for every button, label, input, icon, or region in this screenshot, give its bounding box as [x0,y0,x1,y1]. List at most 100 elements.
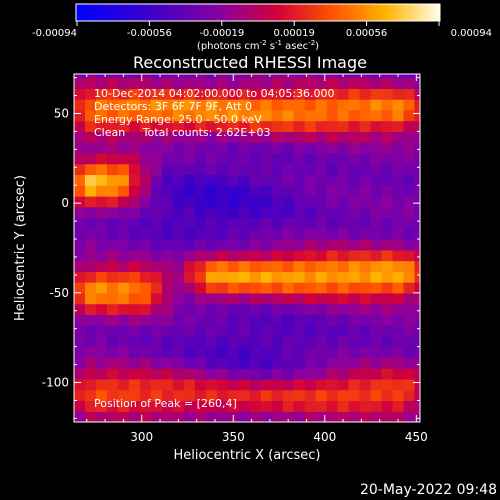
heatmap-cell [403,185,416,197]
heatmap-cell [117,346,130,359]
heatmap-cell [337,400,350,412]
heatmap-cell [194,217,207,229]
heatmap-cell [392,260,405,272]
heatmap-cell [205,357,218,369]
heatmap-cell [74,206,86,219]
heatmap-cell [139,239,152,251]
heatmap-cell [74,77,86,89]
heatmap-cell [216,77,229,89]
heatmap-cell [161,195,174,208]
y-tick-label: 0 [61,196,69,210]
heatmap-cell [392,217,405,229]
heatmap-cell [403,346,416,359]
heatmap-cell [326,185,339,197]
heatmap-cell [304,131,317,143]
heatmap-cell [128,314,141,326]
heatmap-cell [326,389,339,402]
heatmap-cell [282,109,295,122]
heatmap-cell [183,249,196,262]
heatmap-cell [74,314,86,326]
heatmap-cell [381,88,394,100]
heatmap-cell [150,206,163,219]
heatmap-cell [117,357,130,369]
heatmap-cell [282,314,295,326]
heatmap-cell [370,163,383,176]
heatmap-cell [238,292,251,305]
heatmap-cell [84,195,97,208]
heatmap-cell [304,163,317,176]
heatmap-cell [95,174,108,186]
heatmap-cell [150,174,163,186]
x-axis-title: Heliocentric X (arcsec) [174,448,321,463]
heatmap-cell [370,346,383,359]
heatmap-cell [139,74,152,79]
heatmap-cell [205,74,218,79]
heatmap-cell [227,335,240,348]
heatmap-cell [315,88,328,100]
heatmap-cell [161,303,174,315]
heatmap-cell [74,195,86,208]
heatmap-cell [249,142,262,154]
heatmap-cell [172,411,185,422]
colorbar-tick-label: 0.00019 [274,28,315,39]
heatmap-cell [337,99,350,111]
heatmap-cell [282,131,295,143]
heatmap-cell [194,335,207,348]
heatmap-cell [381,389,394,402]
heatmap-cell [172,174,185,186]
heatmap-cell [139,142,152,154]
heatmap-cell [370,109,383,122]
heatmap-cell [326,88,339,100]
heatmap-cell [260,325,273,337]
heatmap-cell [293,400,306,412]
heatmap-cell [106,142,119,154]
heatmap-cell [282,152,295,165]
heatmap-cell [414,357,420,369]
heatmap-cell [414,74,420,79]
heatmap-cell [172,77,185,89]
heatmap-cell [74,228,86,240]
heatmap-cell [392,357,405,369]
heatmap-cell [139,292,152,305]
heatmap-cell [348,109,361,122]
heatmap-cell [326,368,339,380]
heatmap-cell [381,228,394,240]
heatmap-cell [414,368,420,380]
heatmap-cell [315,325,328,337]
heatmap-cell [293,292,306,305]
heatmap-cell [381,99,394,111]
heatmap-cell [238,152,251,165]
heatmap-cell [150,335,163,348]
heatmap-cell [95,109,108,122]
heatmap-cell [139,378,152,391]
heatmap-cell [337,249,350,262]
heatmap-cell [315,131,328,143]
heatmap-cell [194,120,207,133]
heatmap-cell [117,152,130,165]
heatmap-cell [139,174,152,186]
heatmap-cell [194,239,207,251]
heatmap-cell [161,99,174,111]
heatmap-cell [403,282,416,294]
heatmap-cell [271,195,284,208]
heatmap-cell [293,174,306,186]
heatmap-cell [106,249,119,262]
heatmap-cell [249,411,262,422]
heatmap-cell [260,77,273,89]
heatmap-cell [128,378,141,391]
heatmap-cell [216,346,229,359]
heatmap-cell [348,120,361,133]
heatmap-cell [293,185,306,197]
heatmap-cell [315,411,328,422]
heatmap-cell [403,260,416,272]
heatmap-cell [161,239,174,251]
heatmap-cell [238,109,251,122]
heatmap-cell [293,411,306,422]
heatmap-cell [161,77,174,89]
heatmap-cell [172,357,185,369]
heatmap-cell [249,400,262,412]
heatmap-cell [161,411,174,422]
heatmap-cell [326,174,339,186]
heatmap-cell [293,77,306,89]
heatmap-cell [249,282,262,294]
